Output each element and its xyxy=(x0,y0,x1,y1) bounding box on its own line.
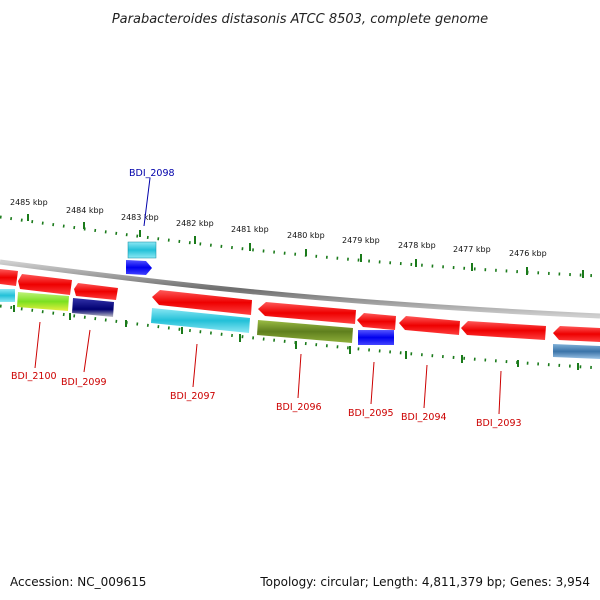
ruler-curve xyxy=(0,215,600,278)
ruler-label: 2485 kbp xyxy=(10,198,48,207)
ruler-label: 2482 kbp xyxy=(176,219,214,228)
gene-BDI_2100[interactable] xyxy=(17,292,69,311)
gene-red-arrow[interactable] xyxy=(553,326,600,342)
ruler-label: 2484 kbp xyxy=(66,206,104,215)
gene-BDI_2099[interactable] xyxy=(72,298,114,317)
gene-red-arrow[interactable] xyxy=(0,269,18,286)
gene-red-arrow[interactable] xyxy=(152,290,252,315)
lower-major-ticks xyxy=(13,305,579,370)
gene-label-BDI_2098[interactable]: BDI_2098 xyxy=(129,168,175,179)
genome-title: Parabacteroides distasonis ATCC 8503, co… xyxy=(112,12,488,27)
accession-text: Accession: NC_009615 xyxy=(10,575,146,589)
gene-label-BDI_2097[interactable]: BDI_2097 xyxy=(170,391,216,402)
forward-strand-genes xyxy=(0,269,118,300)
gene-red-arrow[interactable] xyxy=(357,313,396,330)
gene-label-BDI_2099[interactable]: BDI_2099 xyxy=(61,377,107,388)
ruler-label: 2476 kbp xyxy=(509,249,547,258)
gene-BDI_2098-bar[interactable] xyxy=(127,241,157,259)
gene-BDI_2097[interactable] xyxy=(151,308,250,333)
gene-BDI_2096[interactable] xyxy=(257,320,353,343)
gene-label-BDI_2096[interactable]: BDI_2096 xyxy=(276,402,322,413)
gene-cyan-partial[interactable] xyxy=(0,289,15,302)
gene-red-arrow[interactable] xyxy=(258,302,356,324)
ruler-label: 2480 kbp xyxy=(287,231,325,240)
gene-label-BDI_2100[interactable]: BDI_2100 xyxy=(11,371,57,382)
gene-label-BDI_2094[interactable]: BDI_2094 xyxy=(401,412,447,423)
gene-BDI_2095[interactable] xyxy=(358,330,394,345)
gene-blue-arrow-upper[interactable] xyxy=(126,260,152,275)
gene-BDI_2098[interactable] xyxy=(127,241,157,259)
genome-summary-text: Topology: circular; Length: 4,811,379 bp… xyxy=(259,575,590,589)
ruler-label: 2477 kbp xyxy=(453,245,491,254)
ruler-label: 2483 kbp xyxy=(121,213,159,222)
gene-label-BDI_2095[interactable]: BDI_2095 xyxy=(348,408,394,419)
ruler-label: 2479 kbp xyxy=(342,236,380,245)
genome-backbone xyxy=(0,259,600,319)
ruler-label: 2481 kbp xyxy=(231,225,269,234)
gene-red-arrow[interactable] xyxy=(18,274,72,295)
gene-red-arrow[interactable] xyxy=(74,283,118,300)
ruler-label: 2478 kbp xyxy=(398,241,436,250)
gene-label-BDI_2093[interactable]: BDI_2093 xyxy=(476,418,522,429)
main-strand-genes xyxy=(152,290,600,342)
gene-red-arrow[interactable] xyxy=(461,321,546,340)
gene-steel-partial[interactable] xyxy=(553,344,600,359)
label-leader-lines xyxy=(34,177,502,415)
ruler-major-ticks xyxy=(27,214,584,278)
gene-red-arrow[interactable] xyxy=(399,316,460,335)
